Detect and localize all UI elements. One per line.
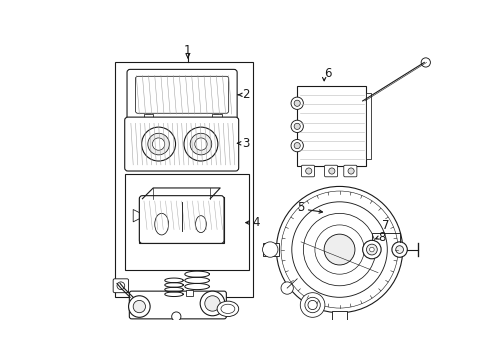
FancyBboxPatch shape	[343, 165, 356, 177]
Circle shape	[194, 138, 207, 150]
Text: 1: 1	[183, 44, 191, 57]
Circle shape	[293, 100, 300, 106]
Bar	[212, 114, 221, 122]
Circle shape	[183, 127, 218, 161]
Circle shape	[171, 312, 181, 321]
Text: 8: 8	[377, 231, 385, 244]
Circle shape	[117, 282, 124, 289]
Text: 5: 5	[297, 201, 304, 214]
Circle shape	[420, 58, 429, 67]
Circle shape	[281, 282, 293, 294]
Text: 2: 2	[242, 88, 249, 101]
FancyBboxPatch shape	[139, 195, 224, 243]
Circle shape	[324, 234, 354, 265]
Text: 7: 7	[381, 219, 389, 232]
Bar	[297, 86, 366, 166]
Circle shape	[305, 168, 311, 174]
Text: 6: 6	[324, 67, 331, 81]
Circle shape	[293, 143, 300, 149]
Bar	[143, 114, 153, 122]
Bar	[185, 289, 193, 296]
Circle shape	[307, 300, 317, 310]
Circle shape	[290, 120, 303, 132]
Ellipse shape	[154, 213, 168, 235]
Circle shape	[347, 168, 353, 174]
Circle shape	[300, 293, 324, 317]
FancyBboxPatch shape	[129, 291, 226, 319]
Circle shape	[395, 246, 403, 253]
Circle shape	[290, 139, 303, 152]
Circle shape	[128, 296, 150, 317]
FancyBboxPatch shape	[124, 117, 238, 171]
FancyBboxPatch shape	[135, 76, 228, 113]
Circle shape	[290, 97, 303, 109]
Circle shape	[369, 247, 373, 252]
Circle shape	[152, 138, 164, 150]
Circle shape	[147, 133, 169, 155]
Circle shape	[291, 202, 386, 297]
Circle shape	[293, 123, 300, 130]
Circle shape	[362, 240, 380, 259]
Circle shape	[314, 225, 364, 274]
Ellipse shape	[217, 301, 238, 316]
Circle shape	[281, 191, 397, 308]
Circle shape	[142, 127, 175, 161]
Circle shape	[303, 213, 375, 286]
FancyBboxPatch shape	[113, 279, 128, 293]
Bar	[139, 197, 224, 243]
Circle shape	[366, 244, 377, 255]
Bar	[331, 311, 346, 322]
Ellipse shape	[195, 216, 206, 233]
Text: 3: 3	[242, 137, 249, 150]
Ellipse shape	[221, 304, 234, 314]
Circle shape	[328, 168, 334, 174]
Circle shape	[200, 291, 224, 316]
Circle shape	[391, 242, 407, 257]
Circle shape	[262, 242, 277, 257]
Text: 4: 4	[252, 216, 260, 229]
Circle shape	[204, 296, 220, 311]
Circle shape	[276, 186, 402, 313]
FancyBboxPatch shape	[301, 165, 314, 177]
Circle shape	[190, 133, 211, 155]
FancyBboxPatch shape	[324, 165, 337, 177]
Bar	[366, 93, 370, 159]
Circle shape	[133, 300, 145, 313]
Circle shape	[305, 297, 320, 313]
FancyBboxPatch shape	[127, 69, 237, 120]
Bar	[262, 243, 279, 256]
Bar	[115, 62, 253, 297]
Bar	[125, 174, 249, 270]
